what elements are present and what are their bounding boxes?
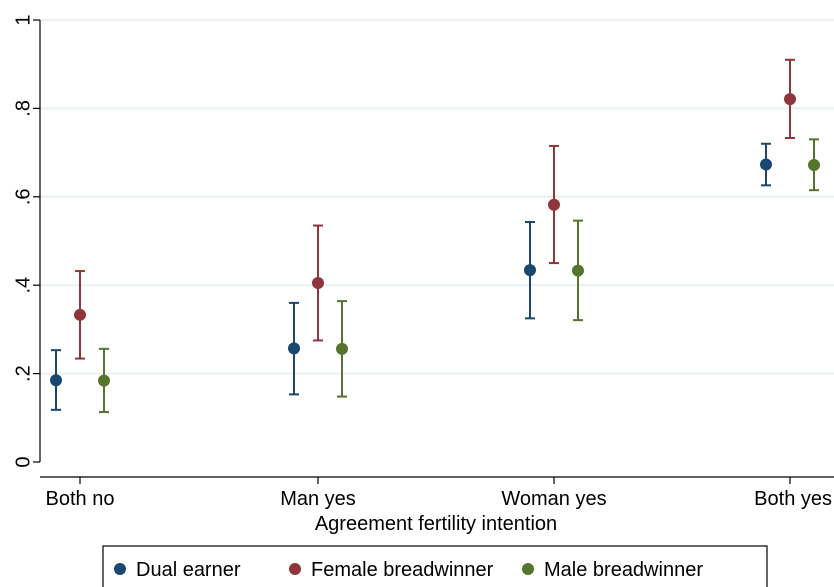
y-tick-label: 1: [12, 14, 34, 25]
series-2: [74, 58, 796, 360]
series-layer: [50, 58, 820, 414]
data-point: [808, 158, 820, 171]
series-3: [98, 138, 820, 414]
x-axis-title: Agreement fertility intention: [315, 513, 557, 535]
x-tick-label: Both no: [46, 488, 115, 510]
data-point: [760, 158, 772, 171]
series-1: [50, 142, 772, 411]
data-point: [548, 198, 560, 211]
legend: Dual earner Female breadwinner Male breadw…: [102, 545, 768, 587]
legend-marker: [289, 563, 301, 575]
x-tick-label: Woman yes: [501, 488, 606, 510]
legend-marker: [522, 563, 534, 575]
y-tick-label: .8: [12, 100, 34, 117]
data-point: [288, 342, 300, 355]
data-point: [312, 276, 324, 289]
x-axis: Both no Man yes Woman yes Both yes: [40, 476, 834, 510]
y-tick-label: .4: [12, 277, 34, 294]
legend-box: [102, 545, 768, 587]
data-point: [50, 374, 62, 387]
data-point: [572, 264, 584, 277]
data-point: [98, 374, 110, 387]
x-tick-label: Man yes: [280, 488, 356, 510]
data-point: [74, 308, 86, 321]
legend-marker: [114, 563, 126, 575]
legend-label: Male breadwinner: [544, 559, 703, 581]
y-axis: 0 .2 .4 .6 .8 1: [12, 14, 41, 468]
y-tick-label: 0: [12, 456, 34, 467]
data-point: [336, 342, 348, 355]
data-point: [784, 93, 796, 106]
data-point: [524, 264, 536, 277]
legend-label: Female breadwinner: [311, 559, 494, 581]
x-tick-label: Both yes: [754, 488, 832, 510]
y-tick-label: .2: [12, 365, 34, 382]
grid-lines: [40, 19, 834, 375]
legend-label: Dual earner: [136, 559, 241, 581]
y-tick-label: .6: [12, 188, 34, 205]
